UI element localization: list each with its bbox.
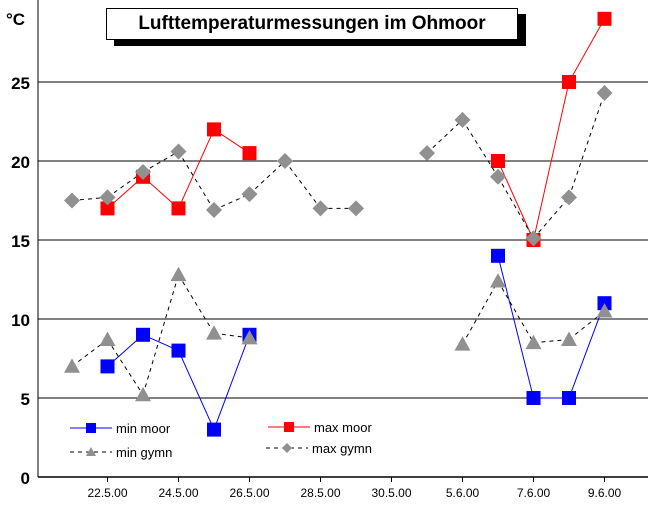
series-line-max-moor (568, 18, 605, 83)
series-line-min-gymn (497, 280, 534, 343)
legend-label-min-moor: min moor (116, 421, 171, 436)
series-line-max-gymn (71, 196, 108, 201)
series-line-min-moor (178, 350, 215, 430)
point-max-moor (597, 11, 612, 26)
point-min-gymn (170, 266, 187, 282)
point-max-moor (171, 201, 186, 216)
series-line-min-moor (213, 334, 250, 430)
legend-label-max-gymn: max gymn (312, 441, 372, 456)
series-line-min-gymn (107, 339, 144, 396)
y-axis-label: °C (6, 10, 26, 29)
point-min-gymn (454, 336, 471, 351)
point-max-gymn (490, 168, 506, 185)
point-min-gymn (525, 334, 542, 350)
series-line-min-moor (568, 303, 605, 399)
legend-label-max-moor: max moor (314, 420, 372, 435)
y-tick-label: 20 (11, 153, 30, 172)
point-min-moor (100, 359, 115, 374)
x-tick-label: 5.6.00 (446, 486, 480, 500)
point-max-moor (100, 201, 115, 216)
series-line-max-moor (533, 81, 570, 241)
series-line-min-gymn (462, 280, 499, 345)
point-min-gymn (490, 273, 506, 288)
series-line-max-gymn (213, 193, 250, 211)
point-min-moor (491, 248, 505, 263)
point-min-moor (526, 391, 541, 405)
y-tick-label: 10 (11, 311, 30, 330)
series-line-min-gymn (142, 274, 179, 395)
series-line-max-moor (497, 160, 534, 241)
series-line-min-gymn (533, 339, 570, 344)
y-tick-label: 25 (11, 74, 30, 93)
legend-marker-min-moor (86, 423, 96, 433)
point-max-moor (207, 122, 221, 137)
point-max-gymn (170, 143, 187, 160)
point-max-gymn (64, 192, 80, 209)
point-max-gymn (241, 186, 258, 203)
point-min-moor (207, 422, 221, 437)
point-max-gymn (206, 201, 222, 218)
point-min-gymn (99, 331, 116, 346)
point-max-moor (562, 75, 576, 89)
x-tick-label: 22.5.00 (87, 486, 127, 500)
point-max-gymn (277, 153, 293, 169)
legend-marker-min-gymn (86, 447, 96, 456)
x-tick-label: 7.6.00 (517, 486, 551, 500)
legend-label-min-gymn: min gymn (116, 445, 172, 460)
x-tick-label: 26.5.00 (229, 486, 269, 500)
point-min-moor (171, 343, 186, 358)
series-line-min-gymn (178, 274, 215, 334)
chart-title: Lufttemperaturmessungen im Ohmoor (106, 8, 518, 40)
point-max-moor (491, 154, 505, 168)
y-tick-label: 15 (11, 232, 30, 251)
series-line-max-gymn (426, 119, 463, 154)
series-line-max-gymn (142, 151, 179, 173)
point-max-gymn (135, 164, 151, 181)
point-max-moor (242, 146, 257, 161)
series-line-max-gymn (284, 160, 321, 209)
series-line-max-gymn (568, 92, 605, 198)
point-min-gymn (596, 303, 613, 318)
point-max-gymn (454, 111, 471, 128)
series-line-min-moor (497, 255, 534, 399)
point-min-moor (562, 391, 576, 405)
x-tick-label: 30.5.00 (371, 486, 411, 500)
series-line-max-gymn (533, 197, 570, 239)
series-line-max-moor (178, 129, 215, 209)
point-min-moor (136, 327, 150, 342)
point-min-gymn (64, 358, 80, 373)
point-max-gymn (348, 200, 364, 217)
point-max-gymn (561, 189, 577, 206)
point-min-gymn (241, 329, 258, 345)
point-max-gymn (99, 189, 116, 206)
point-min-gymn (206, 325, 222, 340)
point-max-gymn (312, 200, 329, 217)
series-line-max-gymn (249, 160, 286, 195)
legend-marker-max-moor (284, 422, 294, 432)
point-min-gymn (561, 331, 577, 346)
x-tick-label: 9.6.00 (588, 486, 622, 500)
point-min-gymn (135, 386, 151, 402)
y-tick-label: 0 (21, 469, 30, 488)
point-max-gymn (419, 145, 435, 162)
x-tick-label: 24.5.00 (158, 486, 198, 500)
point-max-gymn (525, 230, 542, 247)
legend-marker-max-gymn (282, 443, 292, 453)
y-tick-label: 5 (21, 390, 30, 409)
point-max-gymn (596, 85, 613, 102)
x-tick-label: 28.5.00 (300, 486, 340, 500)
series-line-min-gymn (213, 332, 250, 339)
series-line-max-gymn (497, 176, 534, 239)
series-line-max-gymn (462, 119, 499, 178)
series-line-max-gymn (178, 151, 215, 211)
